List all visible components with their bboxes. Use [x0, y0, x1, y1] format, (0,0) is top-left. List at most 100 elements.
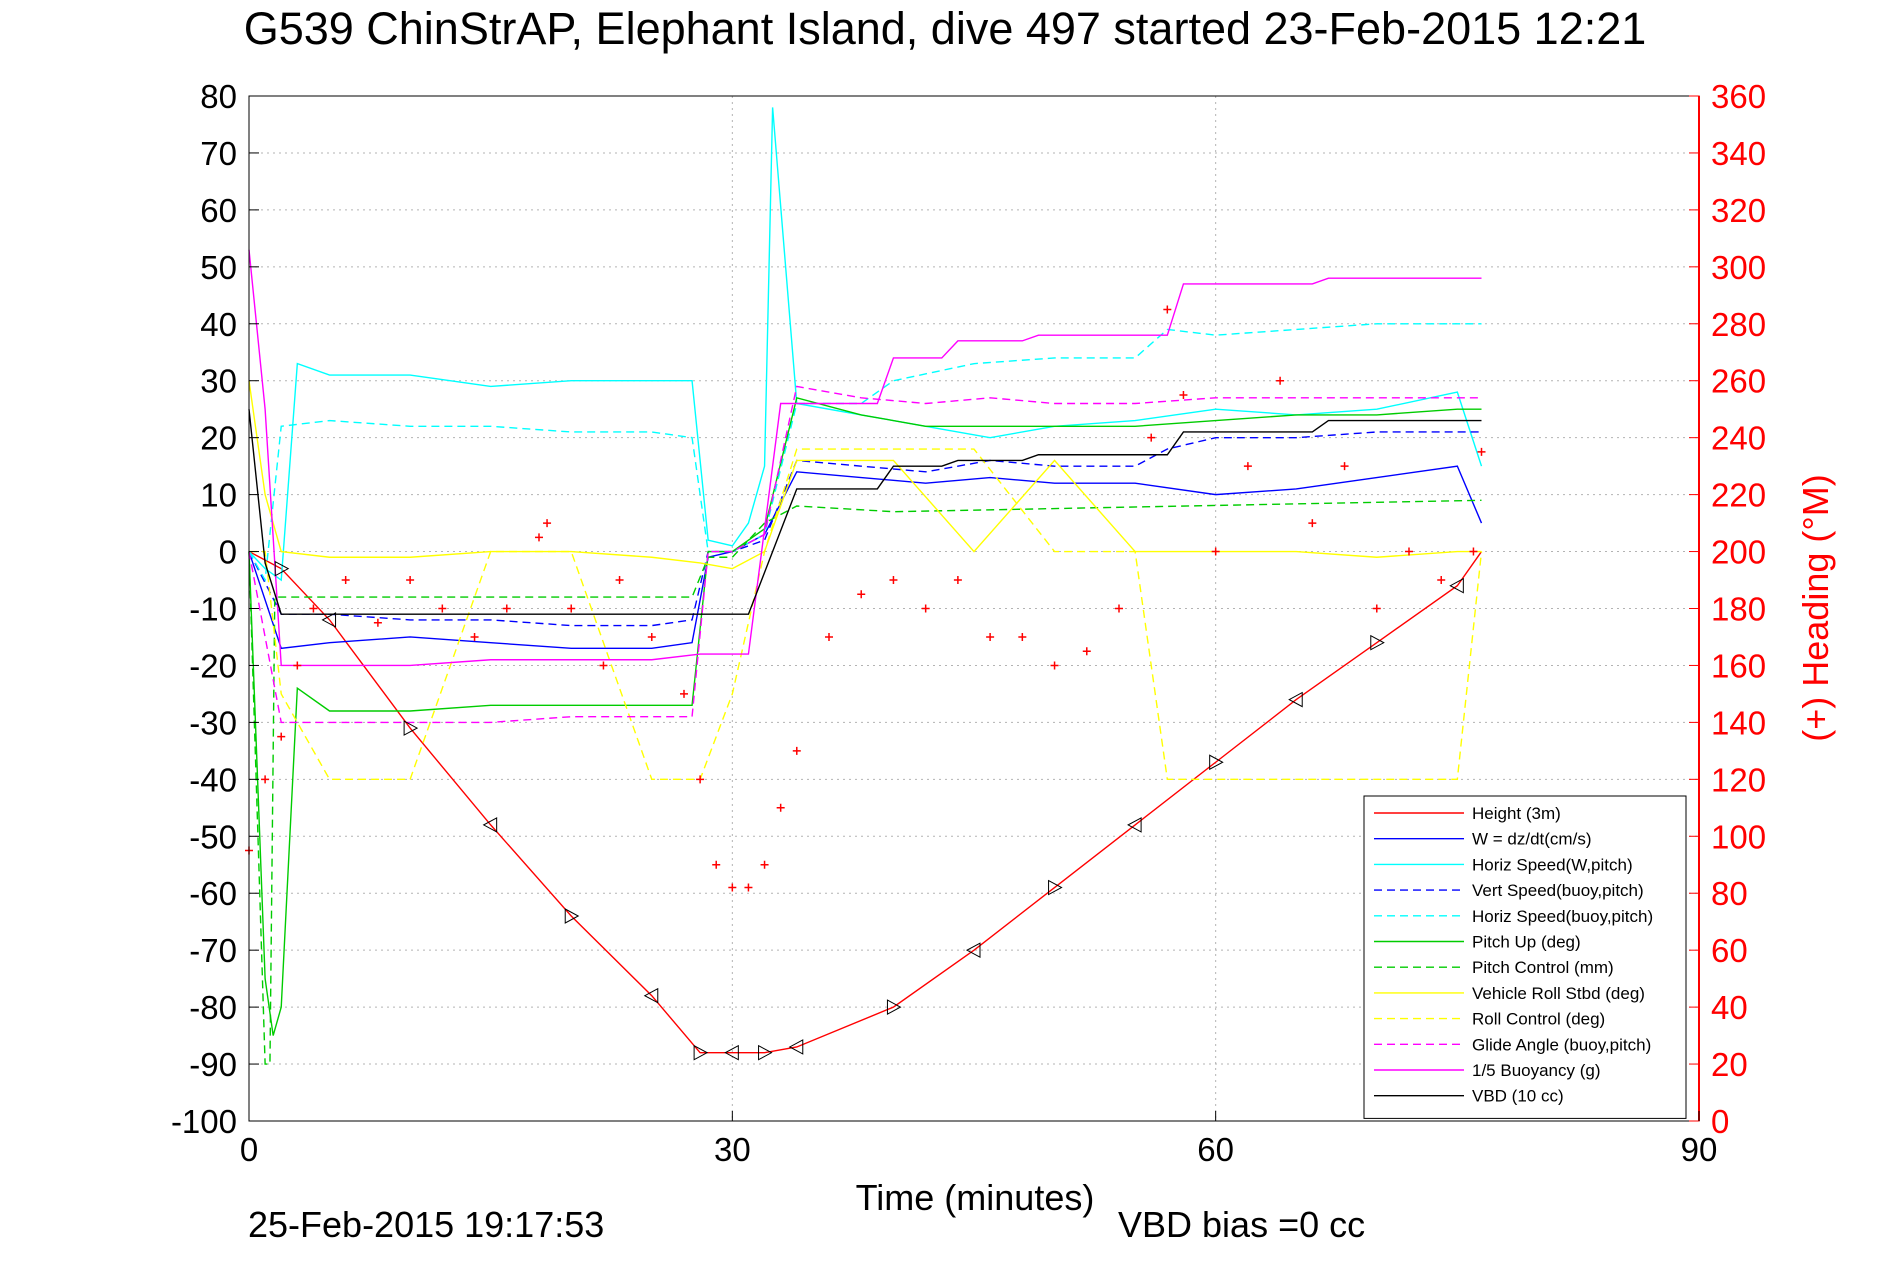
- heading-marker: [406, 576, 415, 585]
- data-series: [248, 107, 1483, 1065]
- legend-entry: Glide Angle (buoy,pitch): [1472, 1035, 1651, 1054]
- x-tick-label: 90: [1681, 1131, 1718, 1168]
- y-tick-label: -100: [171, 1103, 237, 1140]
- y-right-tick-label: 360: [1711, 78, 1766, 115]
- y-right-tick-label: 60: [1711, 932, 1748, 969]
- y-right-tick-label: 200: [1711, 534, 1766, 571]
- heading-marker: [986, 632, 995, 641]
- y-tick-label: -20: [189, 647, 237, 684]
- y-tick-label: -60: [189, 875, 237, 912]
- legend-entry: Vert Speed(buoy,pitch): [1472, 881, 1644, 900]
- direction-triangle: [758, 1044, 773, 1061]
- direction-triangle: [403, 720, 419, 736]
- series-line: [248, 550, 1483, 1054]
- legend-box: [1363, 795, 1687, 1119]
- y-tick-label: -70: [189, 932, 237, 969]
- heading-marker: [543, 519, 552, 528]
- y-right-tick-label: 160: [1711, 647, 1766, 684]
- heading-marker: [277, 732, 286, 741]
- direction-triangle: [965, 942, 981, 959]
- direction-triangle: [321, 612, 337, 628]
- heading-marker: [293, 661, 302, 670]
- legend-entry: Vehicle Roll Stbd (deg): [1472, 984, 1645, 1003]
- heading-marker: [728, 883, 737, 892]
- direction-triangle: [482, 817, 498, 833]
- heading-marker: [889, 576, 898, 585]
- heading-marker: [1437, 576, 1446, 585]
- direction-triangle: [1127, 817, 1142, 833]
- heading-marker: [1163, 305, 1172, 314]
- y-tick-label: 60: [200, 192, 237, 229]
- footer-timestamp: 25-Feb-2015 19:17:53: [248, 1204, 604, 1245]
- y-tick-label: -50: [189, 818, 237, 855]
- footer-vbd-bias: VBD bias =0 cc: [1118, 1204, 1365, 1245]
- y-tick-label: -90: [189, 1046, 237, 1083]
- direction-triangle: [886, 999, 902, 1015]
- chart-title: G539 ChinStrAP, Elephant Island, dive 49…: [244, 3, 1647, 54]
- heading-marker: [1372, 604, 1381, 613]
- y-tick-label: 0: [219, 534, 237, 571]
- heading-marker: [647, 632, 656, 641]
- series-line: [248, 249, 1482, 667]
- direction-triangle: [724, 1044, 739, 1061]
- heading-marker: [1082, 647, 1091, 656]
- heading-marker: [1405, 547, 1413, 556]
- y-right-tick-label: 180: [1711, 591, 1766, 628]
- heading-marker: [776, 803, 785, 812]
- legend: Height (3m) W = dz/dt(cm/s) Horiz Speed(W,…: [1363, 795, 1687, 1119]
- series-line: [249, 448, 1483, 781]
- y-tick-label: 20: [200, 420, 237, 457]
- heading-marker: [792, 746, 801, 755]
- y-tick-label: 50: [200, 249, 237, 286]
- y-right-tick-label: 300: [1711, 249, 1766, 286]
- heading-marker: [567, 604, 576, 613]
- y-right-tick-label: 120: [1711, 761, 1766, 798]
- series-line: [248, 409, 1482, 615]
- heading-marker: [1477, 447, 1486, 456]
- legend-entry: VBD (10 cc): [1472, 1087, 1564, 1106]
- heading-marker: [470, 632, 479, 641]
- right-axis-label: (+) Heading (°M): [1795, 474, 1836, 741]
- series-line: [248, 385, 1482, 724]
- legend-entry: Pitch Up (deg): [1472, 933, 1581, 952]
- heading-marker: [1147, 433, 1156, 442]
- legend-entry: Height (3m): [1472, 804, 1561, 823]
- heading-marker: [1211, 547, 1220, 556]
- y-tick-label: 70: [200, 135, 237, 172]
- direction-triangle: [1370, 634, 1385, 651]
- heading-marker: [535, 533, 543, 542]
- heading-marker: [1243, 462, 1252, 471]
- y-right-tick-label: 340: [1711, 135, 1766, 172]
- direction-triangle: [693, 1044, 709, 1061]
- heading-marker: [680, 689, 688, 698]
- heading-marker: [1308, 519, 1317, 528]
- heading-marker: [857, 590, 866, 599]
- heading-marker: [599, 661, 608, 670]
- series-line: [248, 396, 1482, 1036]
- heading-marker: [760, 860, 769, 869]
- x-tick-label: 60: [1197, 1131, 1234, 1168]
- heading-marker: [921, 604, 930, 613]
- heading-marker: [261, 775, 270, 784]
- heading-marker: [1018, 632, 1027, 641]
- y-tick-label: -80: [189, 989, 237, 1026]
- y-right-tick-label: 80: [1711, 875, 1748, 912]
- direction-triangle: [564, 908, 580, 924]
- heading-marker: [341, 576, 350, 585]
- x-axis: 0 30 60 90: [240, 1111, 1718, 1168]
- heading-marker: [696, 775, 705, 784]
- direction-triangle: [1209, 754, 1224, 771]
- y-right-tick-label: 240: [1711, 420, 1766, 457]
- heading-marker: [1469, 547, 1478, 556]
- height-triangles: [274, 560, 1464, 1061]
- series-line: [248, 380, 1482, 570]
- direction-triangle: [1048, 879, 1063, 896]
- y-tick-label: -10: [189, 591, 237, 628]
- y-right-tick-label: 20: [1711, 1046, 1748, 1083]
- heading-marker: [744, 883, 753, 892]
- heading-marker: [1340, 462, 1349, 471]
- heading-marker: [438, 604, 447, 613]
- direction-triangle: [274, 560, 290, 577]
- x-tick-label: 0: [240, 1131, 258, 1168]
- y-right-tick-label: 40: [1711, 989, 1748, 1026]
